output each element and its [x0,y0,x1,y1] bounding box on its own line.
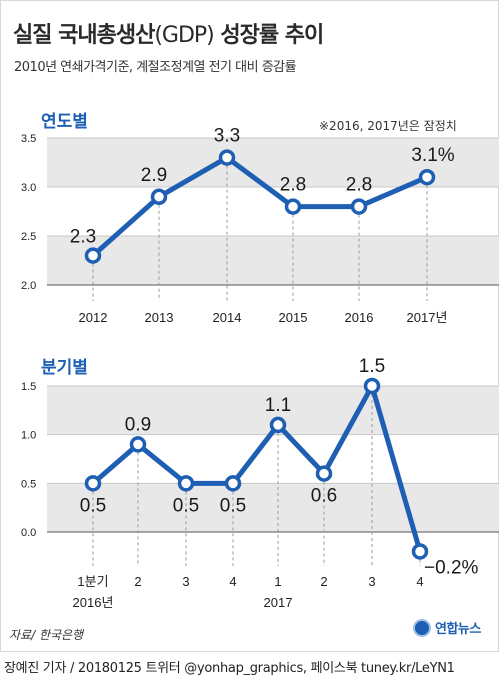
infographic-card: 실질 국내총생산(GDP) 성장률 추이 2010년 연쇄가격기준, 계절조정계… [0,0,499,652]
annual-xtick-label: 2014 [213,310,242,325]
quarterly-data-point [315,465,333,482]
title-end: 성장률 추이 [213,23,324,48]
annual-ytick-label: 2.0 [21,280,36,292]
quarterly-ytick-label: 1.0 [21,430,36,442]
annual-series-line [91,155,428,258]
quarterly-section-title: 분기별 [41,358,88,378]
annual-data-label: 3.1% [411,145,454,166]
annual-xtick-label: 2013 [145,310,174,325]
quarterly-data-label: 0.9 [125,414,151,435]
annual-data-point [84,247,102,264]
quarterly-year-group-label: 2016년 [73,595,114,610]
quarterly-xtick-label: 2 [320,574,327,589]
quarterly-data-label: −0.2% [424,557,479,578]
quarterly-xtick-label: 3 [368,574,375,589]
annual-data-label: 2.8 [280,175,306,196]
annual-data-point [418,168,436,186]
quarterly-data-label: 1.1 [265,395,291,416]
page-title: 실질 국내총생산(GDP) 성장률 추이 [13,17,324,49]
quarterly-series-line [91,383,423,553]
logo-text: 연합뉴스 [435,622,481,637]
quarterly-xtick-label: 1분기 [77,574,108,589]
quarterly-data-point [84,475,102,492]
quarterly-data-label: 0.6 [311,486,337,507]
quarterly-year-group-label: 2017 [264,595,293,610]
credit-line: 장예진 기자 / 20180125 트위터 @yonhap_graphics, … [4,661,455,676]
quarterly-ytick-label: 0.0 [21,527,36,539]
annual-data-point [218,149,236,166]
annual-xtick-label: 2015 [279,310,308,325]
annual-section-title: 연도별 [41,112,88,132]
quarterly-data-point [411,543,429,560]
quarterly-xtick-label: 3 [182,574,189,589]
yonhap-logo: 연합뉴스 [413,618,481,637]
quarterly-data-point [363,377,381,395]
annual-xtick-label: 2016 [345,310,374,325]
annual-xtick-label: 2012 [79,310,108,325]
yonhap-logo-icon [413,618,431,637]
quarterly-grid-band [47,483,499,532]
subtitle: 2010년 연쇄가격기준, 계절조정계열 전기 대비 증감률 [14,60,297,75]
quarterly-data-point [269,416,287,434]
annual-xtick-label: 2017년 [407,310,448,325]
quarterly-data-label: 0.5 [80,495,106,516]
quarterly-xtick-label: 2 [134,574,141,589]
provisional-note: ※2016, 2017년은 잠정치 [319,119,457,133]
quarterly-ytick-label: 1.5 [21,381,36,393]
annual-data-point [350,198,368,215]
annual-ytick-label: 3.5 [21,133,36,145]
annual-ytick-label: 3.0 [21,182,36,194]
quarterly-data-point [129,436,147,453]
quarterly-data-label: 0.5 [173,495,199,516]
quarterly-data-point [177,475,195,492]
annual-ytick-label: 2.5 [21,231,36,243]
annual-data-label: 2.3 [70,227,96,248]
annual-data-point [284,198,302,215]
annual-grid-band [47,236,499,285]
quarterly-data-label: 1.5 [359,356,385,377]
quarterly-xtick-label: 1 [274,574,281,589]
annual-data-point [150,188,168,206]
title-main: 실질 국내총생산 [13,23,155,48]
annual-data-label: 3.3 [214,126,240,147]
quarterly-xtick-label: 4 [229,574,236,589]
quarterly-data-point [224,475,242,492]
annual-data-label: 2.8 [346,175,372,196]
title-paren: (GDP) [154,23,214,48]
quarterly-xtick-label: 4 [416,574,423,589]
quarterly-ytick-label: 0.5 [21,478,36,490]
source-text: 자료/ 한국은행 [9,628,84,642]
annual-data-label: 2.9 [141,165,167,186]
quarterly-data-label: 0.5 [220,495,246,516]
